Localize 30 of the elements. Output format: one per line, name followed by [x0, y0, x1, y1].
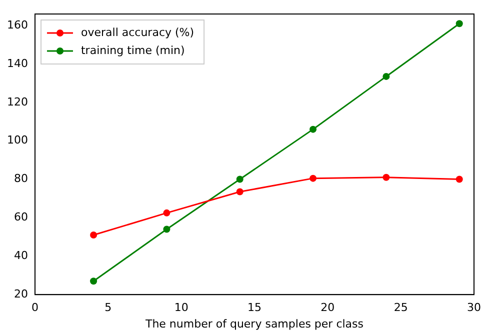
point — [163, 226, 170, 233]
point — [236, 188, 244, 196]
point — [456, 20, 463, 28]
y-tick-label: 20 — [14, 287, 28, 300]
point — [90, 232, 98, 239]
point — [382, 174, 390, 181]
y-tick-label: 80 — [14, 172, 28, 186]
x-tick-label: 20 — [320, 301, 335, 314]
x-tick-label: 25 — [394, 301, 408, 314]
x-tick-label: 15 — [248, 301, 262, 314]
x-tick-label: 30 — [467, 301, 481, 314]
y-tick-label: 140 — [6, 56, 28, 70]
point — [90, 278, 98, 285]
point — [310, 174, 317, 182]
point — [456, 176, 463, 183]
x-tick-label: 5 — [104, 301, 112, 314]
y-tick-label: 40 — [14, 249, 28, 262]
x-tick-label: 10 — [174, 301, 188, 314]
y-tick-label: 120 — [6, 95, 28, 108]
y-tick-label: 100 — [6, 134, 28, 147]
point — [163, 209, 170, 216]
point — [310, 126, 317, 133]
legend-label: training time (min) — [80, 44, 185, 57]
legend-label: overall accuracy (%) — [80, 26, 194, 39]
point — [236, 176, 244, 183]
x-tick-label: 0 — [31, 301, 38, 314]
point — [382, 72, 390, 80]
y-tick-label: 160 — [6, 18, 28, 32]
y-tick-label: 60 — [14, 210, 28, 224]
x-axis-title: The number of query samples per class — [144, 317, 364, 330]
